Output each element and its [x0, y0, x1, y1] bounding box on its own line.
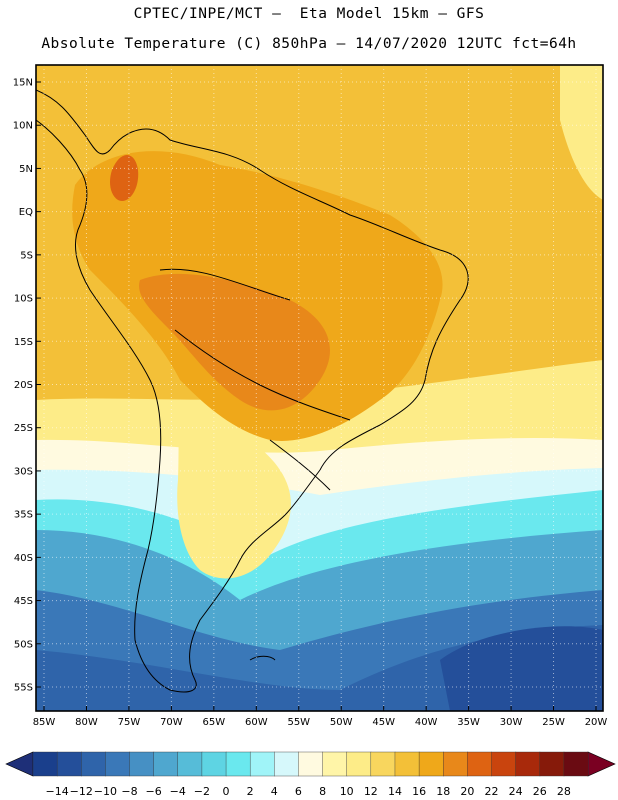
colorbar-label: −14 [46, 785, 69, 798]
lon-label: 75W [118, 717, 141, 728]
colorbar-swatch [539, 751, 565, 777]
land-hot-area [139, 273, 330, 411]
colorbar-swatch [563, 751, 589, 777]
colorbar-label: −6 [146, 785, 162, 798]
colorbar-swatch [56, 751, 82, 777]
colorbar: −14 −12 −10 −8 −6 −4 −2 0 2 4 6 8 10 12 14 16 18 20 22 24 26… [5, 751, 616, 798]
lon-label: 20W [585, 717, 608, 728]
lat-label: 20S [14, 380, 33, 391]
colorbar-swatch [249, 751, 275, 777]
colorbar-swatch [298, 751, 324, 777]
lat-label: 5N [19, 164, 33, 175]
temperature-field [36, 65, 603, 711]
lat-label: 40S [14, 553, 33, 564]
colorbar-label: 2 [247, 785, 254, 798]
colorbar-label: 16 [412, 785, 426, 798]
lat-label: 15S [14, 337, 33, 348]
colorbar-label: −10 [94, 785, 117, 798]
colorbar-swatch [515, 751, 541, 777]
lat-label: 10S [14, 294, 33, 305]
lat-label: EQ [19, 207, 33, 218]
lat-label: 45S [14, 596, 33, 607]
field-band-light-north [560, 65, 603, 200]
colorbar-swatch [370, 751, 396, 777]
colorbar-right-arrow [587, 751, 616, 777]
colorbar-label: 0 [223, 785, 230, 798]
lon-label: 80W [75, 717, 98, 728]
country-border-1 [159, 268, 291, 301]
colorbar-label: −12 [70, 785, 93, 798]
lon-label: 50W [330, 717, 353, 728]
colorbar-left-arrow [5, 751, 34, 777]
colorbar-label: 26 [533, 785, 547, 798]
lat-label: 15N [13, 78, 33, 89]
colorbar-swatch [153, 751, 179, 777]
lon-label: 45W [372, 717, 395, 728]
colorbar-swatch [443, 751, 468, 777]
lon-label: 60W [245, 717, 268, 728]
colorbar-swatch [129, 751, 155, 777]
colorbar-swatch [177, 751, 203, 777]
colorbar-label: 24 [509, 785, 523, 798]
colorbar-label: −4 [170, 785, 186, 798]
island-malvinas [249, 655, 276, 661]
colorbar-label: −8 [121, 785, 137, 798]
colorbar-swatch [491, 751, 517, 777]
colorbar-label: 10 [340, 785, 354, 798]
lon-label: 65W [203, 717, 226, 728]
lon-label: 25W [542, 717, 565, 728]
gridlines [36, 65, 603, 711]
field-band-darkest-blue [440, 626, 603, 711]
title-line-2: Absolute Temperature (C) 850hPa – 14/07/… [41, 36, 577, 52]
andes-hot-spot [110, 155, 139, 201]
colorbar-label: −2 [194, 785, 210, 798]
lon-label: 70W [160, 717, 183, 728]
colorbar-label: 4 [271, 785, 278, 798]
southern-cone-cool-area [177, 420, 291, 579]
colorbar-swatch [394, 751, 420, 777]
lat-label: 25S [14, 423, 33, 434]
colorbar-swatch [274, 751, 299, 777]
longitude-labels: 85W 80W 75W 70W 65W 60W 55W 50W 45W 40W 35W 30W 25W 2… [33, 706, 608, 728]
lon-label: 40W [415, 717, 438, 728]
lat-label: 10N [13, 121, 33, 132]
colorbar-swatch [225, 751, 251, 777]
colorbar-swatch [346, 751, 372, 777]
country-border-2 [174, 329, 351, 421]
title-line-1: CPTEC/INPE/MCT – Eta Model 15km – GFS [133, 6, 485, 22]
colorbar-label: 28 [557, 785, 571, 798]
lat-label: 35S [14, 510, 33, 521]
colorbar-swatch [81, 751, 106, 777]
country-border-3 [269, 439, 331, 491]
colorbar-label: 20 [460, 785, 474, 798]
lat-label: 5S [20, 250, 33, 261]
lat-label: 50S [14, 639, 33, 650]
colorbar-label: 14 [388, 785, 402, 798]
coastline-borders [36, 89, 469, 693]
colorbar-label: 18 [436, 785, 450, 798]
colorbar-swatch [32, 751, 58, 777]
lon-label: 85W [33, 717, 56, 728]
lon-label: 30W [500, 717, 523, 728]
lon-label: 35W [457, 717, 480, 728]
south-america-coastline [36, 89, 469, 693]
latitude-labels: 15N 10N 5N EQ 5S 10S 15S 20S 25S 30S 35S 40S 45S 50S 5… [13, 78, 41, 694]
colorbar-label: 8 [319, 785, 326, 798]
colorbar-swatch [418, 751, 444, 777]
map-frame [35, 64, 604, 712]
colorbar-swatch [105, 751, 131, 777]
colorbar-label: 6 [295, 785, 302, 798]
colorbar-swatch [467, 751, 492, 777]
colorbar-swatch [322, 751, 348, 777]
lon-label: 55W [287, 717, 310, 728]
lat-label: 30S [14, 466, 33, 477]
lat-label: 55S [14, 683, 33, 694]
colorbar-label: 12 [364, 785, 378, 798]
colorbar-swatch [201, 751, 227, 777]
colorbar-label: 22 [484, 785, 498, 798]
